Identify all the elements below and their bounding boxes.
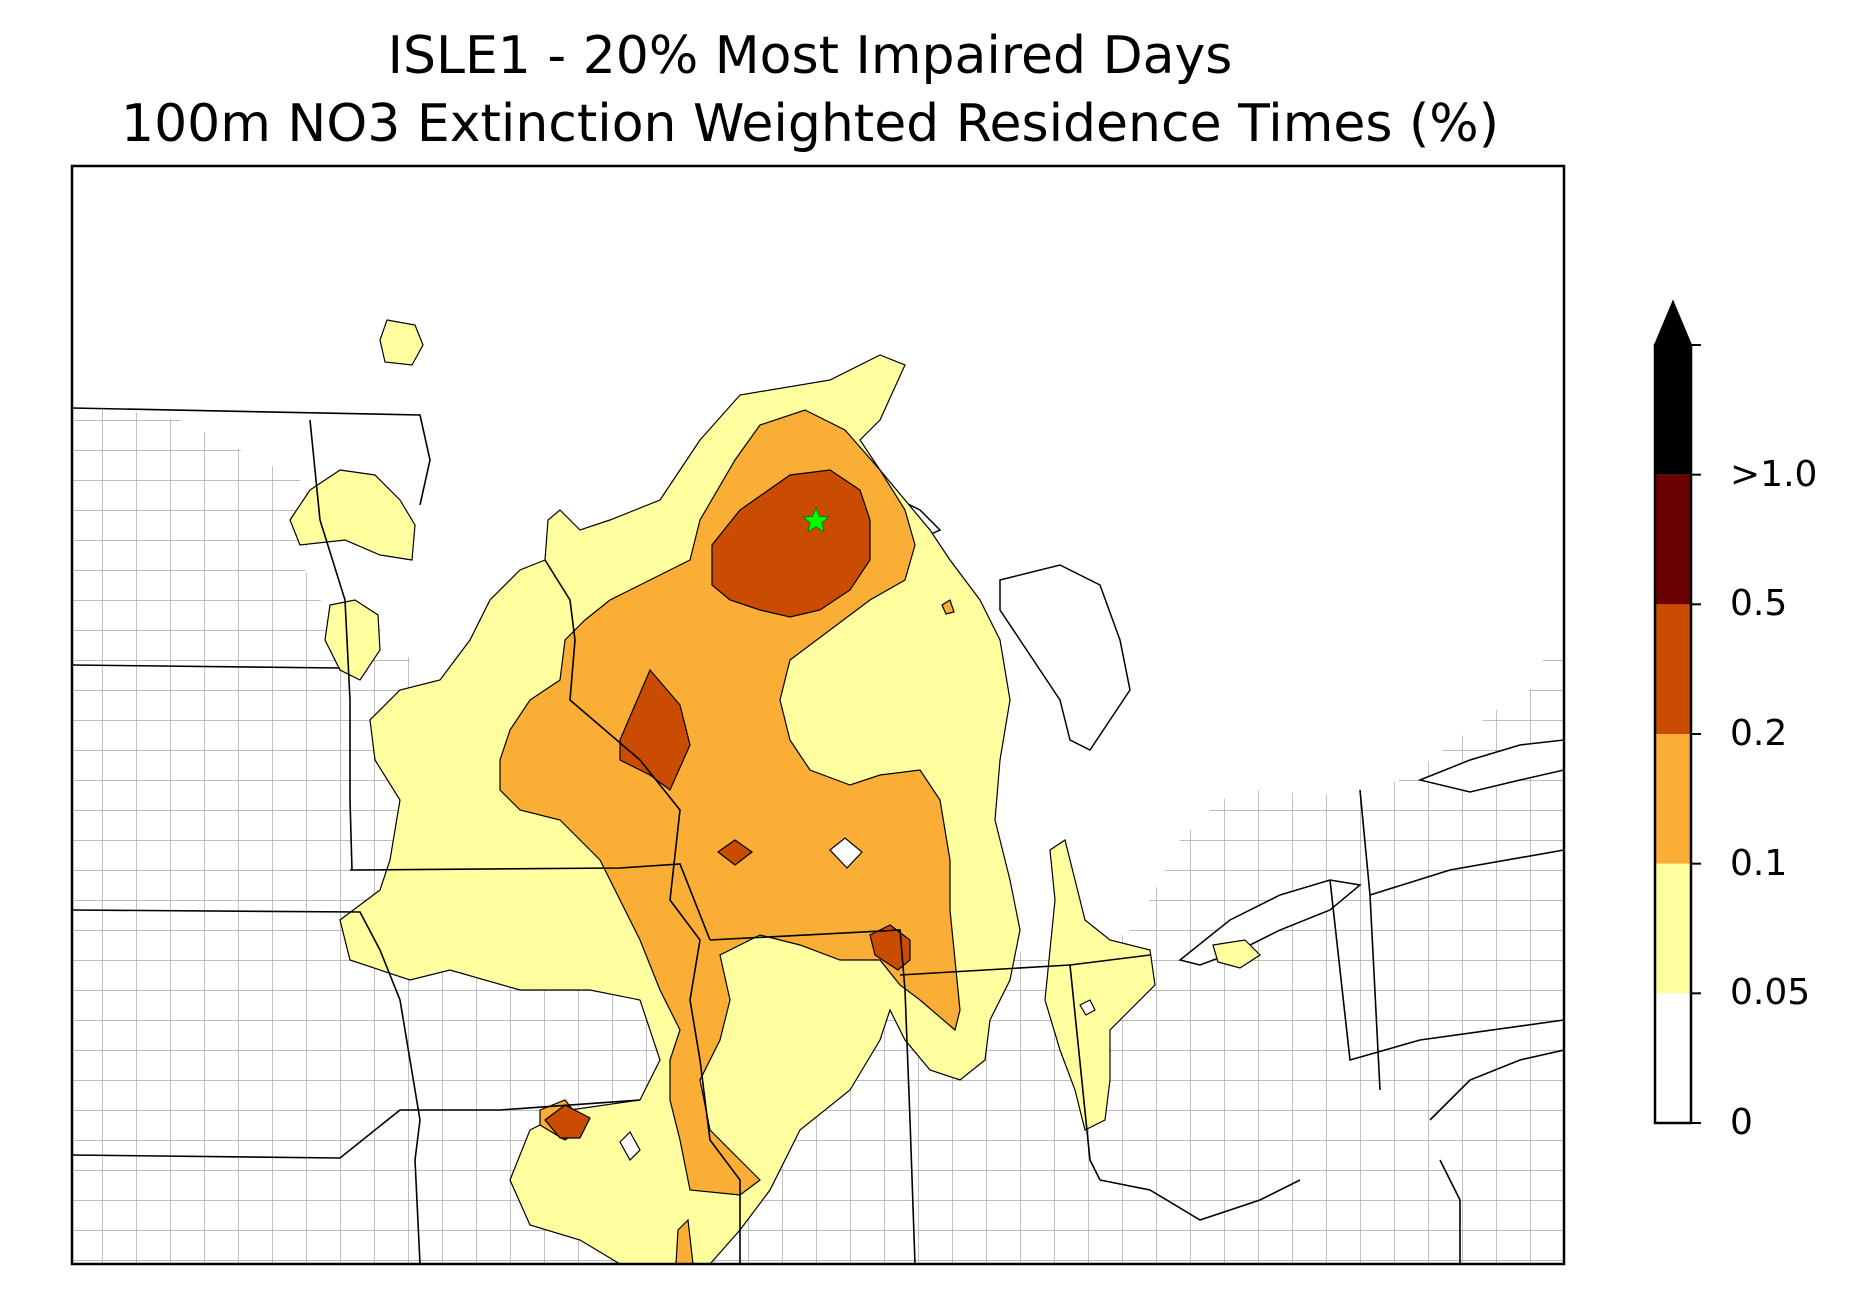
colorbar-segment (1655, 734, 1691, 864)
map-title-line-2: 100m NO3 Extinction Weighted Residence T… (121, 94, 1499, 154)
contour-holes (619, 999, 1096, 1161)
colorbar-segment (1655, 993, 1691, 1123)
colorbar-tick-label: 0.1 (1730, 842, 1788, 884)
colorbar-extend-arrow (1653, 299, 1693, 346)
colorbar-ticks (1691, 344, 1701, 1124)
contour-0-2 (544, 469, 911, 1139)
colorbar-tick-label: 0 (1730, 1102, 1753, 1143)
contour-hole-orange (829, 837, 863, 869)
colorbar-segments (1655, 345, 1691, 1123)
map-title-line-1: ISLE1 - 20% Most Impaired Days (387, 26, 1233, 86)
site-marker-star (801, 506, 831, 533)
lake-ontario (1417, 739, 1564, 793)
colorbar-segment (1655, 474, 1691, 605)
map-frame (70, 164, 1566, 1266)
colorbar-tick-label: 0.2 (1730, 713, 1788, 754)
lake-huron (999, 564, 1131, 751)
colorbar-segment (1655, 345, 1691, 475)
colorbar-tick-label: >1.0 (1730, 453, 1818, 495)
colorbar-segment (1655, 604, 1691, 734)
map-area (72, 166, 1564, 1264)
colorbar-tick-label: 0.05 (1730, 972, 1811, 1014)
state-borders (72, 407, 1564, 1264)
colorbar-tick-label: 0.5 (1730, 583, 1788, 625)
colorbar (1653, 299, 1701, 1125)
colorbar-segment (1655, 863, 1691, 994)
